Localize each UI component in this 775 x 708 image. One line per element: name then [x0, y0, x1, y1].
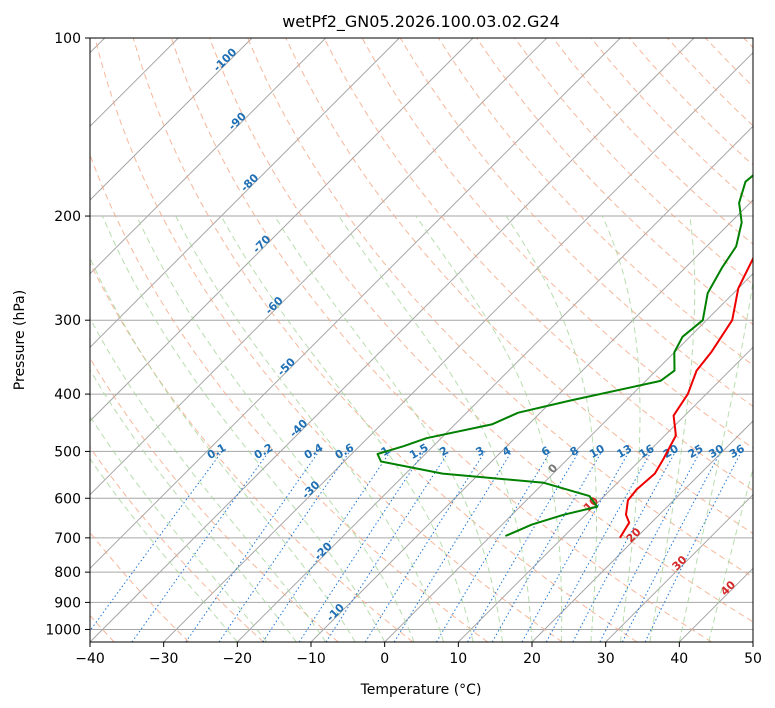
moist-adiabat — [175, 215, 445, 642]
isotherm-line — [90, 38, 695, 642]
dry-adiabat — [247, 38, 753, 578]
axis-ticks: −40 −30 −20 −10 0 10 20 30 40 50 100 200 300 400 500 60… — [45, 31, 762, 667]
mixing-ratio-line — [185, 451, 320, 642]
dry-adiabat — [285, 38, 753, 535]
x-tick-label: 50 — [744, 651, 762, 667]
y-tick-label: 500 — [54, 444, 81, 460]
x-tick-label: 30 — [597, 651, 615, 667]
moist-adiabat — [220, 215, 474, 642]
isotherm-line — [90, 38, 327, 275]
moist-adiabat — [649, 215, 696, 642]
x-tick-label: −40 — [75, 651, 105, 667]
moist-adiabat — [90, 256, 356, 642]
dry-adiabat — [170, 38, 712, 642]
chart-title: wetPf2_GN05.2026.100.03.02.G24 — [282, 12, 560, 32]
mixing-ratio-line — [325, 451, 450, 642]
x-tick-label: −30 — [149, 651, 179, 667]
dry-adiabat — [94, 38, 563, 642]
moist-adiabat — [90, 317, 327, 642]
isotherm-line — [90, 38, 400, 349]
x-tick-label: 10 — [449, 651, 467, 667]
x-tick-label: 0 — [380, 651, 389, 667]
mixing-ratio-line — [262, 451, 391, 642]
isotherm-line — [163, 51, 753, 642]
profile-layer — [376, 174, 753, 539]
mixing-ratio-line — [298, 451, 425, 642]
dry-adiabat — [90, 261, 414, 642]
isotherm-line — [90, 38, 548, 496]
dry-adiabat — [132, 38, 638, 642]
moist-adiabat — [601, 215, 641, 642]
y-tick-label: 900 — [54, 595, 81, 611]
y-tick-label: 700 — [54, 531, 81, 547]
moist-adiabat — [136, 215, 415, 642]
moist-adiabat — [90, 457, 238, 642]
mixing-ratio-line — [218, 451, 351, 642]
y-tick-label: 300 — [54, 313, 81, 329]
plot-frame — [89, 37, 754, 643]
isotherm-line — [236, 125, 753, 642]
isotherm-line — [90, 38, 474, 422]
y-tick-label: 1000 — [45, 623, 81, 639]
isotherm-line — [605, 493, 753, 642]
mixing-ratio-line — [621, 451, 722, 642]
dewpoint-line — [376, 174, 753, 537]
isotherm-line — [384, 272, 753, 642]
mixing-ratio-line — [572, 451, 676, 642]
mixing-ratio-line — [131, 451, 270, 642]
mixing-ratio-line — [393, 451, 513, 642]
mixing-ratio-line — [521, 451, 630, 642]
dry-adiabat — [90, 446, 264, 642]
y-axis-label: Pressure (hPa) — [12, 290, 28, 390]
moist-adiabat — [338, 215, 533, 642]
isotherm-line — [90, 38, 621, 570]
x-tick-label: −20 — [223, 651, 253, 667]
dry-adiabat — [323, 38, 753, 492]
y-tick-label: 800 — [54, 565, 81, 581]
dry-adiabat — [476, 38, 753, 326]
y-tick-label: 600 — [54, 491, 81, 507]
moist-adiabat — [274, 215, 503, 642]
x-tick-label: −10 — [296, 651, 326, 667]
mixing-ratio-line — [90, 451, 223, 632]
x-tick-label: 20 — [523, 651, 541, 667]
moist-adiabat — [90, 415, 268, 642]
temperature-line — [619, 256, 753, 539]
dry-adiabat — [90, 357, 339, 642]
moist-adiabat — [90, 369, 297, 642]
y-tick-label: 400 — [54, 387, 81, 403]
dry-adiabat — [514, 38, 753, 285]
x-axis-label: Temperature (°C) — [360, 682, 482, 698]
y-tick-label: 200 — [54, 209, 81, 225]
moist-adiabat — [415, 215, 563, 642]
moist-adiabat — [678, 278, 753, 642]
isotherm-line — [90, 38, 253, 201]
y-tick-label: 100 — [54, 31, 81, 47]
x-tick-label: 40 — [670, 651, 688, 667]
moist-adiabat — [102, 215, 386, 642]
mixing-ratio-line — [545, 451, 652, 642]
mixing-ratio-line — [644, 451, 742, 642]
